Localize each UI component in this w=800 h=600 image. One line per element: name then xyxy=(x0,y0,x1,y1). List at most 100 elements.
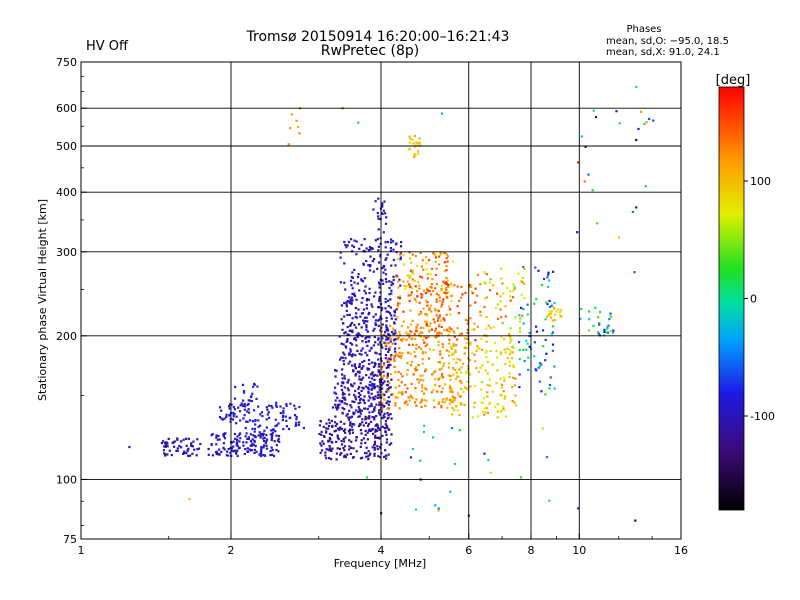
data-point xyxy=(342,351,345,354)
data-point xyxy=(398,302,402,305)
data-point xyxy=(402,310,405,313)
data-point xyxy=(417,281,420,284)
data-point xyxy=(365,325,368,329)
data-point xyxy=(394,404,397,407)
data-point xyxy=(545,301,548,304)
data-point xyxy=(553,365,556,368)
data-point xyxy=(470,290,473,293)
data-point xyxy=(384,449,387,452)
data-point xyxy=(271,433,274,436)
data-point xyxy=(320,433,323,436)
data-point xyxy=(344,428,347,431)
data-point xyxy=(486,360,490,363)
data-point xyxy=(385,338,388,341)
data-point xyxy=(418,141,422,144)
data-point xyxy=(409,323,412,326)
data-point xyxy=(323,435,326,438)
data-point xyxy=(196,448,199,451)
data-point xyxy=(408,141,411,144)
data-point xyxy=(349,342,352,345)
data-point xyxy=(277,437,280,440)
data-point xyxy=(353,268,356,271)
data-point xyxy=(236,435,239,438)
data-point xyxy=(336,408,339,411)
data-point xyxy=(412,272,415,275)
data-point xyxy=(425,268,428,271)
data-point xyxy=(364,441,367,444)
data-point xyxy=(225,415,228,419)
data-point xyxy=(368,417,371,420)
data-point xyxy=(383,380,386,383)
data-point xyxy=(441,400,444,403)
data-point xyxy=(440,332,443,335)
data-point xyxy=(360,442,363,445)
data-point xyxy=(365,421,368,424)
data-point xyxy=(474,384,477,387)
data-point xyxy=(359,401,362,404)
data-point xyxy=(207,453,210,456)
data-point xyxy=(275,448,278,452)
data-point xyxy=(351,287,354,290)
data-point xyxy=(485,327,488,330)
data-point xyxy=(447,279,450,282)
data-point xyxy=(366,344,369,347)
data-point xyxy=(441,303,444,306)
data-point xyxy=(483,452,486,455)
data-point xyxy=(335,458,338,461)
data-point xyxy=(388,348,391,352)
data-point xyxy=(447,334,450,337)
data-point xyxy=(409,274,412,277)
data-point xyxy=(329,438,332,441)
data-point xyxy=(343,377,347,380)
data-point xyxy=(443,251,446,254)
data-point xyxy=(398,296,401,300)
data-point xyxy=(408,336,411,339)
data-point xyxy=(468,359,472,362)
data-point xyxy=(183,451,186,454)
data-point xyxy=(253,383,256,386)
data-point xyxy=(434,378,437,381)
data-point xyxy=(422,268,425,271)
data-point xyxy=(387,396,390,399)
data-point xyxy=(449,386,452,389)
data-point xyxy=(251,427,254,430)
data-point xyxy=(471,291,474,295)
data-point xyxy=(382,362,386,365)
data-point xyxy=(383,363,386,367)
data-point xyxy=(341,396,344,399)
data-point xyxy=(415,300,418,303)
data-point xyxy=(379,291,382,294)
data-point xyxy=(407,351,410,354)
data-point xyxy=(338,399,341,402)
data-point xyxy=(333,430,336,433)
data-point xyxy=(439,353,442,356)
data-point xyxy=(416,323,419,326)
data-point xyxy=(484,297,487,300)
data-point xyxy=(452,352,455,355)
data-point xyxy=(335,406,338,409)
data-point xyxy=(377,245,380,248)
data-point xyxy=(434,287,437,290)
data-point xyxy=(389,413,392,416)
data-point xyxy=(384,212,387,215)
data-point xyxy=(500,316,503,319)
data-point xyxy=(358,323,361,326)
data-point xyxy=(557,308,560,311)
data-point xyxy=(378,300,381,303)
data-point xyxy=(413,279,416,282)
data-point xyxy=(430,391,433,394)
data-point xyxy=(414,387,417,390)
data-point xyxy=(376,447,379,451)
data-point xyxy=(383,416,386,419)
data-point xyxy=(384,268,387,271)
data-point xyxy=(411,319,414,322)
data-point xyxy=(424,255,428,259)
data-point xyxy=(230,441,233,444)
data-point xyxy=(342,437,345,440)
data-point xyxy=(451,413,454,416)
data-point xyxy=(537,269,540,272)
data-point xyxy=(362,365,365,368)
data-point xyxy=(220,417,223,420)
data-point xyxy=(499,295,502,298)
